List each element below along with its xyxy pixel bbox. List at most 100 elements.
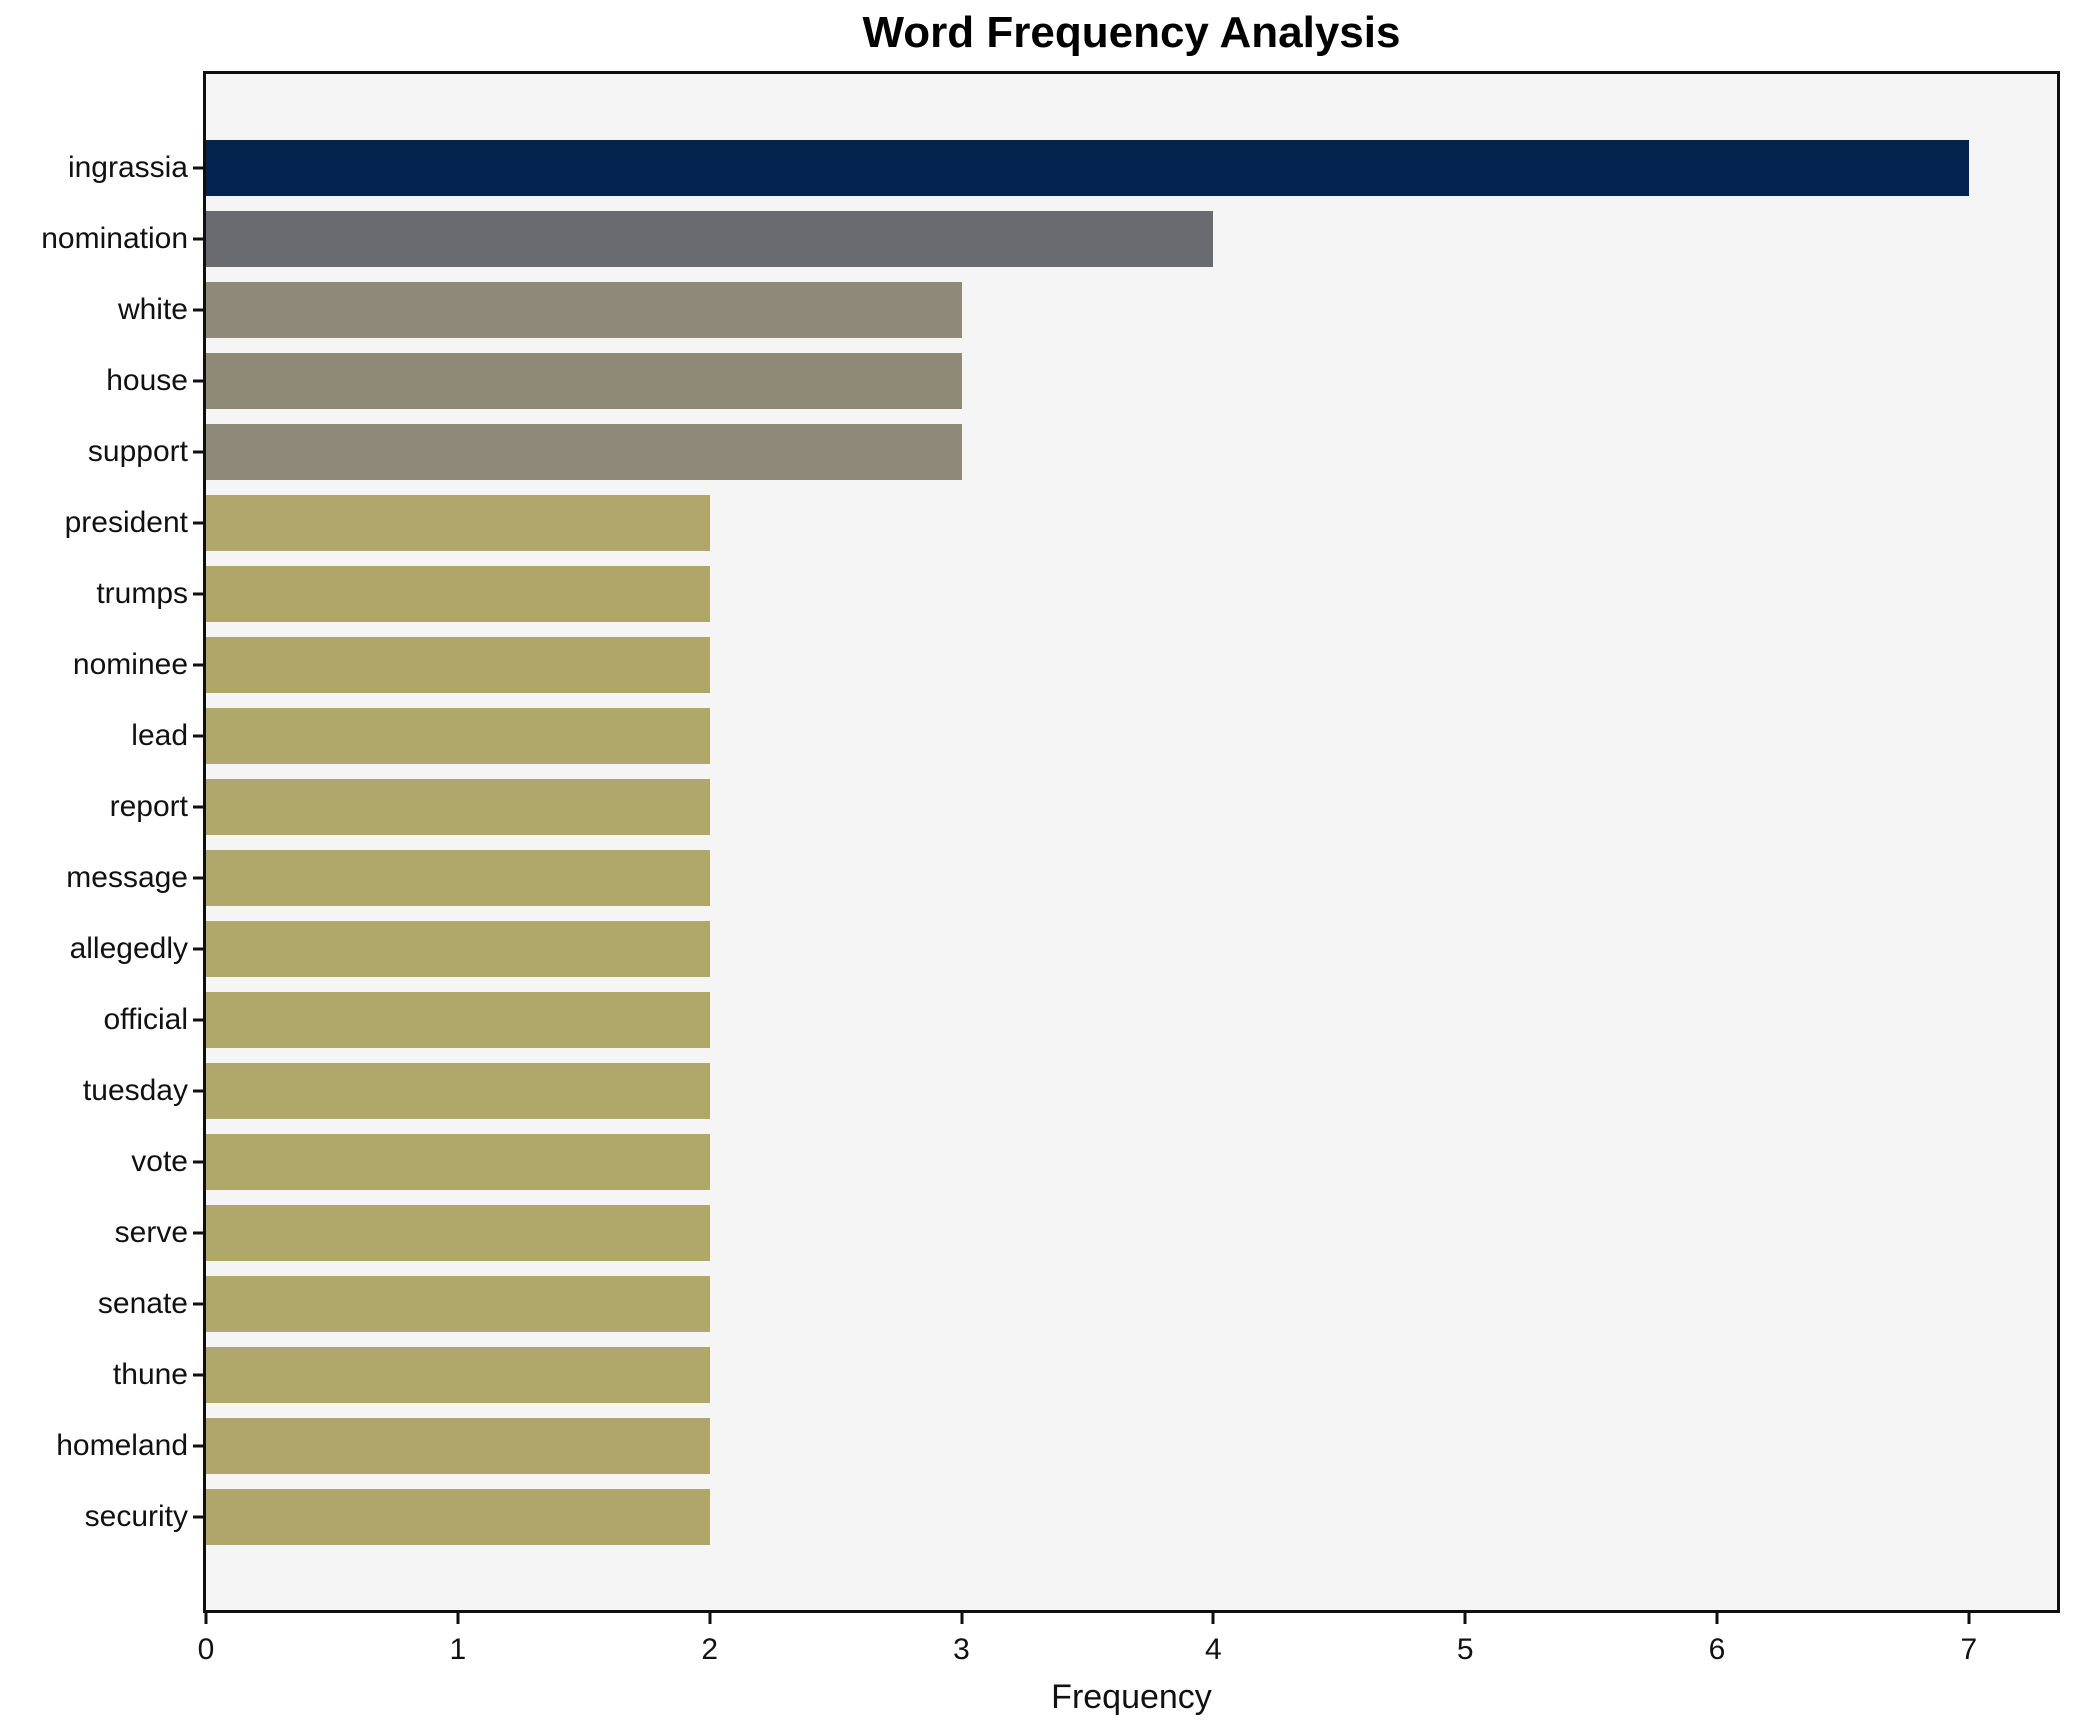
frequency-bar [206,1275,710,1332]
x-tick-label: 4 [1205,1633,1222,1666]
frequency-bar [206,210,1214,267]
frequency-bar [206,1204,710,1261]
y-tick-mark [193,663,206,666]
y-tick-label: president [64,505,188,539]
y-tick-label: ingrassia [67,150,188,184]
bar-row: ingrassia [68,132,2057,203]
y-tick-mark [193,734,206,737]
y-tick-mark [193,592,206,595]
y-tick-mark [193,1515,206,1518]
y-tick-label: senate [97,1286,188,1320]
frequency-bar [206,849,710,906]
chart-title: Word Frequency Analysis [862,8,1401,57]
y-tick-label: thune [112,1357,188,1391]
x-tick-label: 5 [1456,1633,1474,1666]
bar-row: trumps [96,558,2057,629]
y-tick-label: support [87,434,188,468]
y-tick-label: trumps [96,576,188,610]
frequency-bar [206,991,710,1048]
x-tick-mark [1715,1613,1719,1624]
plot-area: ingrassia nomination white house support pres… [41,71,2060,1613]
y-tick-label: serve [114,1215,188,1249]
bar-row: report [110,771,2057,842]
y-tick-label: report [109,789,188,823]
frequency-bar [206,565,710,622]
bar-row: vote [131,1126,2057,1197]
frequency-bar [206,1062,710,1119]
x-tick-mark [960,1613,963,1624]
bar-row: president [65,487,2057,558]
frequency-bar [206,494,710,551]
x-tick-mark [456,1613,460,1624]
x-tick-mark [1463,1613,1467,1624]
bar-row: official [104,984,2057,1055]
x-tick-label: 6 [1708,1633,1726,1666]
y-tick-label: nominee [72,647,188,681]
y-tick-label: vote [131,1144,188,1178]
bar-row: serve [115,1197,2057,1268]
y-tick-mark [193,1231,206,1234]
y-tick-label: allegedly [69,931,188,965]
x-tick-label: 0 [197,1633,215,1666]
y-tick-mark [193,805,206,808]
y-tick-mark [193,1444,206,1447]
y-tick-mark [193,237,206,240]
frequency-bar [206,636,710,693]
bar-row: message [66,842,2057,913]
y-tick-mark [193,450,206,453]
y-tick-mark [193,876,206,879]
frequency-bar [206,139,1969,196]
bar-row: security [85,1481,2057,1552]
x-tick-mark [1967,1613,1971,1624]
frequency-bar [206,707,710,764]
bar-row: lead [131,700,2057,771]
y-tick-label: white [117,292,188,326]
y-tick-mark [193,521,206,524]
x-tick-label: 1 [449,1633,467,1666]
frequency-bar [206,1346,710,1403]
bar-row: allegedly [70,913,2057,984]
y-tick-label: security [84,1499,188,1533]
bar-row: support [88,416,2057,487]
y-tick-label: homeland [56,1428,188,1462]
y-tick-label: lead [131,718,188,752]
x-tick-mark [708,1613,712,1624]
bar-row: nominee [73,629,2057,700]
frequency-bar [206,1417,710,1474]
bar-row: senate [98,1268,2057,1339]
frequency-bar [206,778,710,835]
y-tick-mark [193,1018,206,1021]
bar-row: white [118,274,2057,345]
y-tick-mark [193,308,206,311]
bar-row: house [106,345,2057,416]
y-tick-mark [193,1089,206,1092]
y-tick-mark [193,166,206,169]
y-tick-label: tuesday [82,1073,188,1107]
y-tick-mark [193,1302,206,1305]
frequency-bar [206,1133,710,1190]
x-tick-mark [204,1613,208,1624]
x-tick-mark [1211,1613,1215,1624]
bar-row: nomination [41,203,2057,274]
y-tick-label: nomination [41,221,188,255]
y-tick-mark [193,379,206,382]
frequency-bar [206,920,710,977]
y-tick-mark [193,1373,206,1376]
x-axis-label: Frequency [1051,1678,1212,1716]
x-tick-label: 3 [953,1633,970,1666]
x-tick-label: 7 [1960,1633,1978,1666]
y-tick-mark [193,1160,206,1163]
bar-row: tuesday [83,1055,2057,1126]
y-tick-label: house [106,363,188,397]
x-tick-label: 2 [701,1633,719,1666]
frequency-bar [206,352,962,409]
bar-row: thune [113,1339,2057,1410]
y-tick-mark [193,947,206,950]
frequency-bar [206,423,962,480]
y-tick-label: message [66,860,188,894]
bar-row: homeland [56,1410,2057,1481]
y-tick-label: official [103,1002,189,1036]
frequency-bar [206,1488,710,1545]
frequency-bar [206,281,962,338]
